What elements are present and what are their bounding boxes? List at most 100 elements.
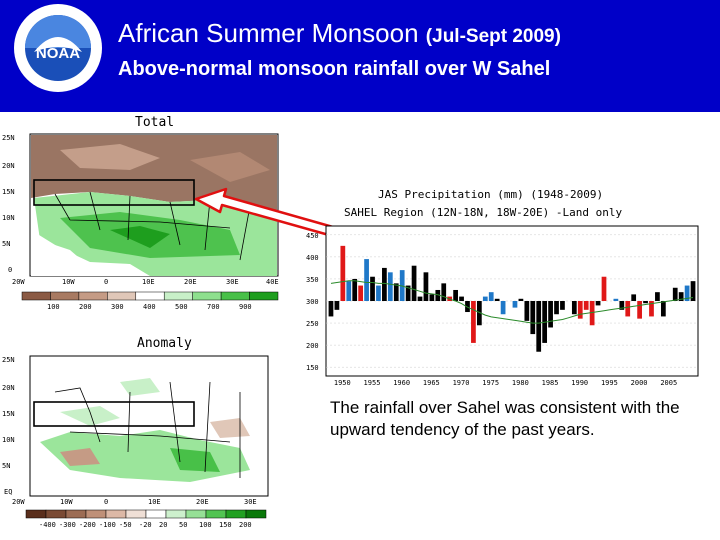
total-colorbar-swatch	[249, 291, 279, 301]
chart-bar	[376, 285, 381, 301]
chart-x-tick: 1990	[571, 379, 588, 387]
anomaly-wet-patch	[60, 406, 120, 426]
chart-bars	[328, 245, 696, 352]
chart-bar	[678, 292, 684, 301]
caption-text: The rainfall over Sahel was consistent w…	[330, 398, 680, 439]
chart-x-tick: 1960	[393, 379, 410, 387]
title-main: African Summer Monsoon	[118, 18, 419, 48]
total-colorbar	[21, 291, 279, 301]
page-subtitle: Above-normal monsoon rainfall over W Sah…	[118, 58, 551, 80]
chart-bar	[524, 301, 530, 321]
chart-title: JAS Precipitation (mm) (1948-2009)	[378, 188, 603, 201]
chart-x-tick: 1975	[482, 379, 499, 387]
chart-y-tick: 400	[306, 254, 319, 262]
anomaly-colorbar-label: -20	[139, 521, 152, 529]
chart-bar	[619, 301, 625, 310]
chart-trend-line	[330, 280, 694, 324]
chart-bar	[583, 301, 589, 310]
anomaly-colorbar-labels: -400 -300 -200 -100 -50 -20 20 50 100 150 200	[39, 521, 252, 529]
chart-bar	[441, 283, 447, 301]
total-colorbar-label: 200	[79, 303, 92, 311]
chart-bar	[494, 298, 500, 301]
total-lat-label: 25N	[2, 134, 15, 142]
total-lon-label: 30E	[226, 278, 239, 286]
anomaly-lon-label: 30E	[244, 498, 257, 506]
total-lat-label: 5N	[2, 240, 10, 248]
chart-bar	[382, 267, 387, 301]
chart-bar	[352, 278, 358, 301]
chart-bar	[684, 285, 690, 301]
total-colorbar-label: 500	[175, 303, 188, 311]
chart-subtitle: SAHEL Region (12N-18N, 18W-20E) -Land on…	[344, 206, 623, 219]
anomaly-colorbar-label: 50	[179, 521, 187, 529]
anomaly-colorbar-swatch	[85, 509, 107, 519]
chart-bar	[423, 272, 429, 301]
total-colorbar-swatch	[220, 291, 250, 301]
total-lon-label: 20E	[184, 278, 197, 286]
chart-x-tick: 2005	[660, 379, 677, 387]
chart-x-tick: 1980	[512, 379, 529, 387]
anomaly-lat-label: 15N	[2, 410, 15, 418]
anomaly-sahel-box	[33, 401, 195, 427]
anomaly-lat-label: 5N	[2, 462, 10, 470]
anomaly-colorbar-label: 100	[199, 521, 212, 529]
chart-bar	[417, 296, 423, 301]
total-colorbar-swatch	[107, 291, 137, 301]
total-map-title: Total	[135, 115, 175, 130]
total-sahel-box	[33, 179, 195, 206]
total-dry-patch-east	[190, 152, 270, 182]
anomaly-map-title: Anomaly	[137, 336, 192, 351]
anomaly-colorbar-label: 20	[159, 521, 167, 529]
anomaly-lat-label: EQ	[4, 488, 12, 496]
chart-bar	[672, 287, 678, 301]
anomaly-colorbar-label: 150	[219, 521, 232, 529]
chart-bar	[500, 301, 506, 315]
anomaly-lat-label: 10N	[2, 436, 15, 444]
chart-bar	[660, 301, 666, 317]
chart-bar	[453, 289, 458, 301]
anomaly-colorbar-swatch	[225, 509, 247, 519]
anomaly-wet-patch-north	[120, 378, 160, 396]
total-colorbar-labels: 100 200 300 400 500 700 900	[47, 303, 252, 311]
chart-bar	[655, 292, 660, 301]
chart-bar	[334, 301, 340, 310]
anomaly-colorbar-swatch	[105, 509, 127, 519]
anomaly-colorbar-swatch	[165, 509, 187, 519]
chart-bar	[405, 285, 411, 301]
total-lon-label: 40E	[266, 278, 279, 286]
total-lat-label: 15N	[2, 188, 15, 196]
chart-bar	[560, 301, 565, 310]
total-colorbar-label: 700	[207, 303, 220, 311]
chart-bar	[471, 301, 476, 343]
chart-bar	[476, 301, 482, 326]
anomaly-colorbar-swatch	[45, 509, 67, 519]
chart-bar	[601, 276, 607, 301]
total-colorbar-swatch	[135, 291, 165, 301]
anomaly-colorbar-label: -200	[79, 521, 96, 529]
chart-bar	[328, 301, 334, 317]
anomaly-lon-label: 10W	[60, 498, 73, 506]
title-dates: (Jul-Sept 2009)	[425, 26, 561, 47]
chart-bar	[346, 281, 352, 301]
total-lon-label: 10W	[62, 278, 75, 286]
total-wet-max	[110, 226, 170, 248]
total-lon-label: 10E	[142, 278, 155, 286]
chart-bar	[643, 301, 648, 304]
anomaly-colorbar-label: -400	[39, 521, 56, 529]
anomaly-lat-label: 25N	[2, 356, 15, 364]
chart-y-tick: 200	[306, 342, 319, 350]
anomaly-ocean	[31, 452, 150, 495]
chart-x-tick: 2000	[631, 379, 648, 387]
anomaly-lon-labels: 20W 10W 0 10E 20E 30E	[12, 498, 257, 506]
total-colorbar-swatch	[192, 291, 222, 301]
total-lat-label: 0	[8, 266, 12, 274]
chart-y-tick: 250	[306, 320, 319, 328]
total-colorbar-swatch	[163, 291, 193, 301]
logo-text: NOAA	[36, 45, 80, 62]
chart-bar	[370, 276, 375, 301]
anomaly-colorbar-label: -300	[59, 521, 76, 529]
chart-y-tick: 450	[306, 232, 319, 240]
page-title: African Summer Monsoon (Jul-Sept 2009)	[118, 18, 561, 49]
chart-bar	[548, 301, 553, 328]
chart-bar	[465, 301, 470, 313]
